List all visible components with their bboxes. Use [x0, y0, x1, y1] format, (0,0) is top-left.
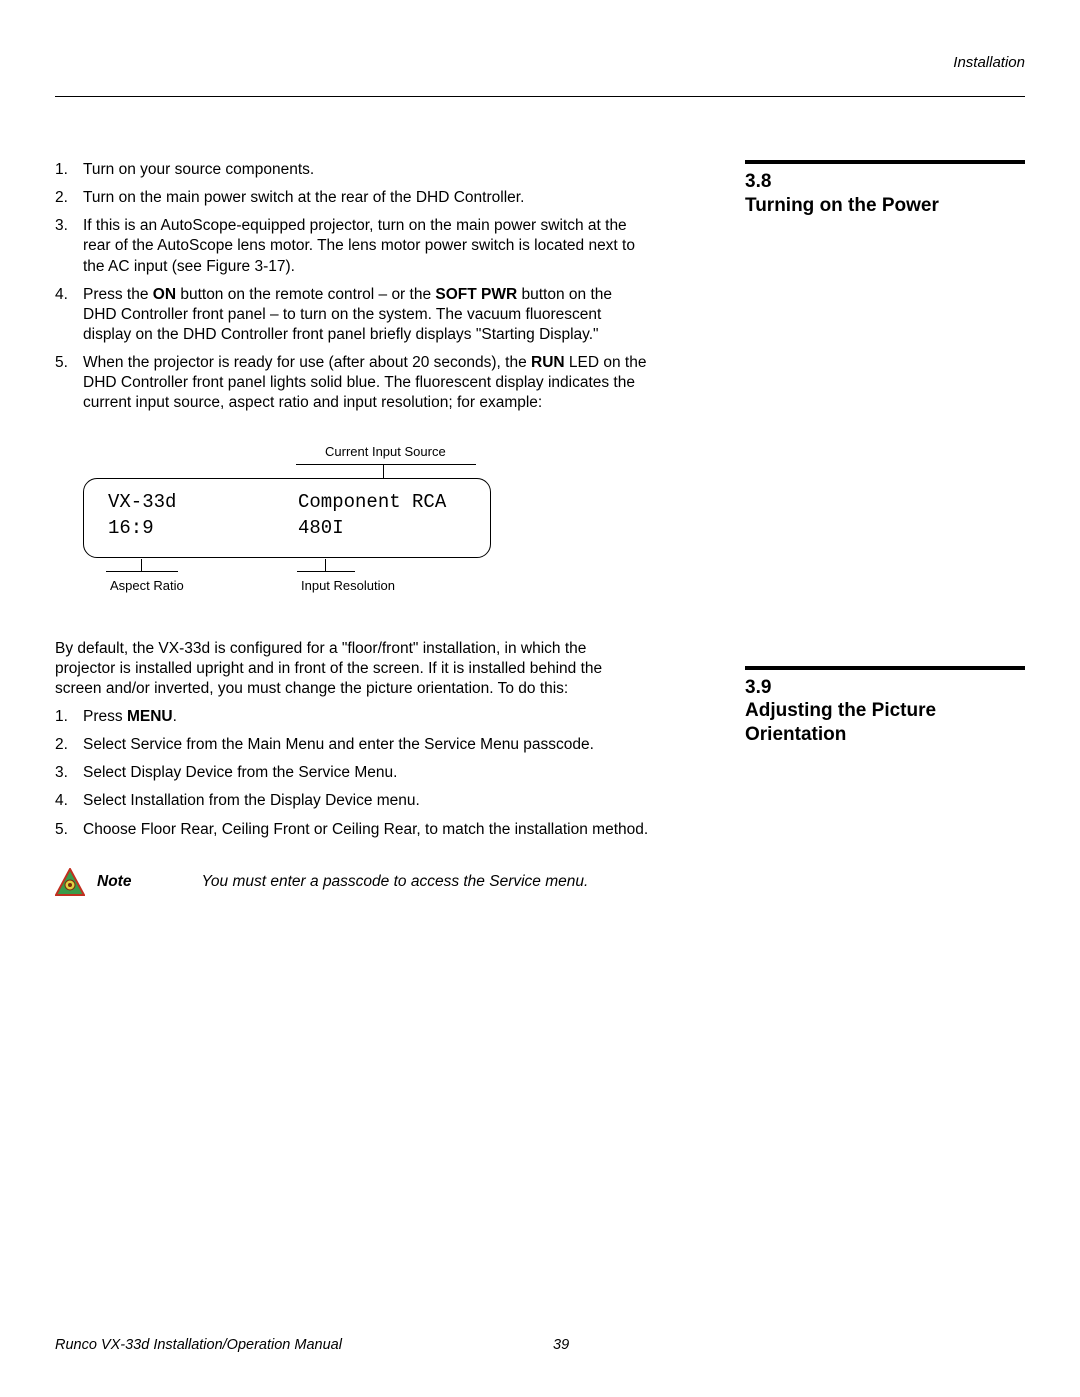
label-aspect-ratio: Aspect Ratio — [110, 578, 184, 593]
warning-icon — [55, 868, 85, 896]
side-spacer — [745, 248, 1025, 666]
step-item: Select Service from the Main Menu and en… — [55, 735, 649, 755]
step-item: Select Installation from the Display Dev… — [55, 791, 649, 811]
label-input-resolution: Input Resolution — [301, 578, 395, 593]
page-content: Turn on your source components. Turn on t… — [55, 160, 1025, 896]
label-current-input-source: Current Input Source — [325, 444, 446, 459]
ar-tick — [141, 559, 142, 571]
cis-tick — [383, 464, 384, 478]
note-row: Note You must enter a passcode to access… — [55, 868, 649, 896]
display-input-resolution: 480I — [298, 517, 344, 539]
section-39-title: Adjusting the Picture Orientation — [745, 699, 1025, 747]
step-item: Press MENU. — [55, 707, 649, 727]
vfd-display-box: VX-33d Component RCA 16:9 480I — [83, 478, 491, 558]
section-39-number: 3.9 — [745, 676, 1025, 700]
step-item: Choose Floor Rear, Ceiling Front or Ceil… — [55, 820, 649, 840]
section-39-intro: By default, the VX-33d is configured for… — [55, 639, 649, 699]
note-text: You must enter a passcode to access the … — [201, 873, 588, 891]
ir-underline — [297, 571, 355, 572]
side-block-39: 3.9 Adjusting the Picture Orientation — [745, 666, 1025, 747]
step-item: When the projector is ready for use (aft… — [55, 353, 649, 413]
display-aspect-ratio: 16:9 — [108, 517, 298, 539]
side-rule-39 — [745, 666, 1025, 670]
step-item: Turn on your source components. — [55, 160, 649, 180]
display-input-source: Component RCA — [298, 491, 446, 513]
footer-page-number: 39 — [553, 1337, 569, 1353]
side-rule-38 — [745, 160, 1025, 164]
step-item: Select Display Device from the Service M… — [55, 763, 649, 783]
ir-tick — [325, 559, 326, 571]
footer-manual-title: Runco VX-33d Installation/Operation Manu… — [55, 1337, 342, 1353]
page-footer: Runco VX-33d Installation/Operation Manu… — [55, 1337, 1025, 1353]
section-38-steps: Turn on your source components. Turn on t… — [55, 160, 649, 414]
section-38-number: 3.8 — [745, 170, 1025, 194]
step-item: If this is an AutoScope-equipped project… — [55, 216, 649, 276]
header-rule — [55, 96, 1025, 97]
ar-underline — [106, 571, 178, 572]
side-column: 3.8 Turning on the Power 3.9 Adjusting t… — [745, 160, 1025, 777]
header-section-label: Installation — [953, 54, 1025, 71]
side-block-38: 3.8 Turning on the Power — [745, 160, 1025, 218]
step-item: Turn on the main power switch at the rea… — [55, 188, 649, 208]
note-label: Note — [97, 873, 131, 891]
section-39-steps: Press MENU. Select Service from the Main … — [55, 707, 649, 840]
display-example-diagram: Current Input Source VX-33d Component RC… — [83, 444, 493, 609]
step-item: Press the ON button on the remote contro… — [55, 285, 649, 345]
section-38-title: Turning on the Power — [745, 194, 1025, 218]
main-column: Turn on your source components. Turn on t… — [55, 160, 649, 896]
display-model: VX-33d — [108, 491, 298, 513]
cis-underline — [296, 464, 476, 465]
